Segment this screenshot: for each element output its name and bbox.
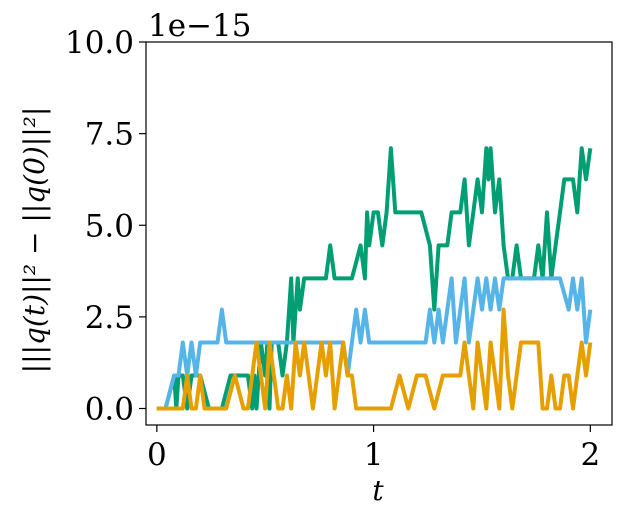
y-axis: 0.0 2.5 5.0 7.5 10.0: [65, 25, 146, 428]
x-axis: 0 1 2: [147, 425, 600, 473]
y-tick-label: 2.5: [85, 300, 134, 336]
plot-frame: [145, 41, 613, 426]
series-line-3: [156, 307, 593, 411]
y-tick-label: 5.0: [85, 208, 134, 244]
series-layer: [156, 146, 593, 411]
x-tick-label: 1: [364, 437, 384, 473]
y-axis-label: |||q(t)||² − ||q(0)||²|: [18, 107, 51, 374]
series-line-2: [156, 276, 593, 411]
y-tick-label: 0.0: [85, 392, 134, 428]
x-tick-label: 0: [147, 437, 167, 473]
x-axis-label: t: [372, 474, 384, 507]
y-tick-label: 7.5: [85, 117, 134, 153]
y-offset-label: 1e−15: [148, 8, 252, 44]
x-tick-label: 2: [580, 437, 600, 473]
y-tick-label: 10.0: [65, 25, 134, 61]
